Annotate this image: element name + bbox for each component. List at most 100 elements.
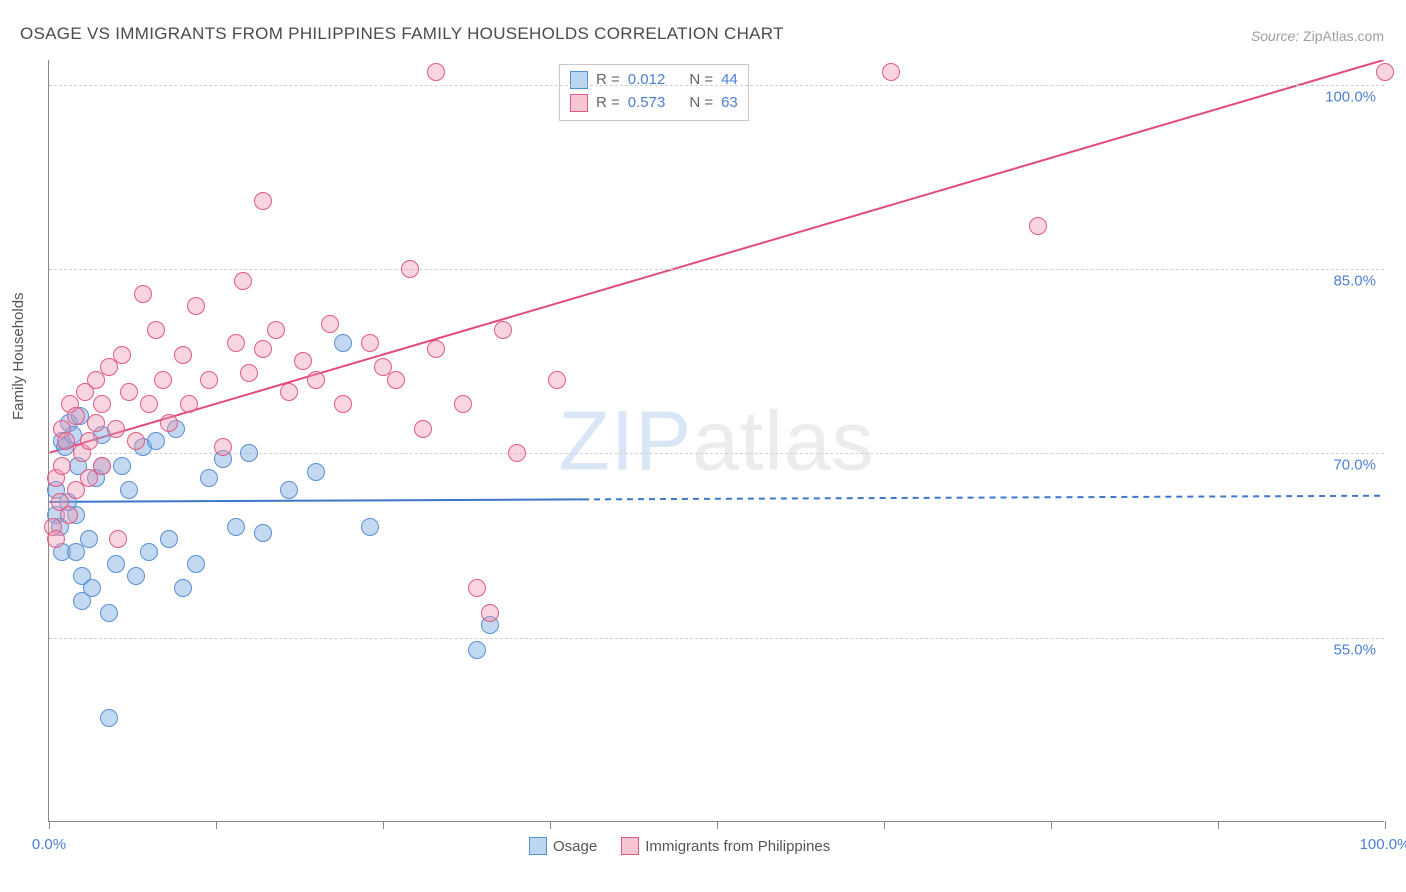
data-point bbox=[468, 579, 486, 597]
data-point bbox=[47, 530, 65, 548]
chart-title: OSAGE VS IMMIGRANTS FROM PHILIPPINES FAM… bbox=[20, 24, 784, 44]
data-point bbox=[240, 364, 258, 382]
y-tick-label: 55.0% bbox=[1333, 641, 1376, 658]
data-point bbox=[334, 334, 352, 352]
data-point bbox=[120, 383, 138, 401]
data-point bbox=[254, 340, 272, 358]
data-point bbox=[334, 395, 352, 413]
y-tick-label: 100.0% bbox=[1325, 88, 1376, 105]
data-point bbox=[174, 346, 192, 364]
osage-n-value: 44 bbox=[721, 69, 738, 92]
data-point bbox=[147, 321, 165, 339]
data-point bbox=[548, 371, 566, 389]
data-point bbox=[240, 444, 258, 462]
data-point bbox=[494, 321, 512, 339]
data-point bbox=[160, 530, 178, 548]
data-point bbox=[140, 543, 158, 561]
x-tick-label: 0.0% bbox=[32, 836, 66, 853]
data-point bbox=[280, 383, 298, 401]
data-point bbox=[321, 315, 339, 333]
legend-label-philippines: Immigrants from Philippines bbox=[645, 838, 830, 855]
data-point bbox=[307, 371, 325, 389]
data-point bbox=[93, 395, 111, 413]
data-point bbox=[67, 407, 85, 425]
data-point bbox=[361, 518, 379, 536]
data-point bbox=[57, 432, 75, 450]
data-point bbox=[120, 481, 138, 499]
gridline bbox=[49, 85, 1384, 86]
data-point bbox=[113, 346, 131, 364]
legend-label-osage: Osage bbox=[553, 838, 597, 855]
data-point bbox=[468, 641, 486, 659]
data-point bbox=[361, 334, 379, 352]
data-point bbox=[160, 414, 178, 432]
source-attribution: Source: ZipAtlas.com bbox=[1251, 28, 1384, 44]
source-value: ZipAtlas.com bbox=[1303, 28, 1384, 44]
data-point bbox=[307, 463, 325, 481]
data-point bbox=[1029, 217, 1047, 235]
regression-lines bbox=[49, 60, 1384, 821]
data-point bbox=[414, 420, 432, 438]
x-tick bbox=[717, 821, 718, 829]
chart-plot-area: ZIPatlas R = 0.012 N = 44 R = 0.573 N = … bbox=[48, 60, 1384, 822]
swatch-pink-icon bbox=[621, 837, 639, 855]
stats-legend: R = 0.012 N = 44 R = 0.573 N = 63 bbox=[559, 64, 749, 121]
data-point bbox=[100, 709, 118, 727]
x-tick bbox=[884, 821, 885, 829]
x-tick bbox=[1051, 821, 1052, 829]
data-point bbox=[60, 506, 78, 524]
data-point bbox=[107, 555, 125, 573]
source-label: Source: bbox=[1251, 28, 1299, 44]
data-point bbox=[481, 604, 499, 622]
data-point bbox=[80, 530, 98, 548]
data-point bbox=[234, 272, 252, 290]
data-point bbox=[427, 340, 445, 358]
legend-item-osage: Osage bbox=[529, 837, 597, 855]
data-point bbox=[93, 457, 111, 475]
data-point bbox=[174, 579, 192, 597]
data-point bbox=[127, 567, 145, 585]
series-legend: Osage Immigrants from Philippines bbox=[529, 837, 830, 855]
watermark-atlas: atlas bbox=[692, 393, 874, 487]
data-point bbox=[227, 518, 245, 536]
watermark: ZIPatlas bbox=[558, 392, 874, 489]
data-point bbox=[214, 438, 232, 456]
philippines-n-value: 63 bbox=[721, 92, 738, 115]
y-tick-label: 70.0% bbox=[1333, 457, 1376, 474]
y-tick-label: 85.0% bbox=[1333, 272, 1376, 289]
data-point bbox=[127, 432, 145, 450]
data-point bbox=[100, 604, 118, 622]
x-tick-label: 100.0% bbox=[1360, 836, 1406, 853]
x-tick bbox=[383, 821, 384, 829]
data-point bbox=[87, 414, 105, 432]
r-label: R = bbox=[596, 69, 620, 92]
swatch-pink-icon bbox=[570, 94, 588, 112]
data-point bbox=[454, 395, 472, 413]
data-point bbox=[280, 481, 298, 499]
data-point bbox=[80, 432, 98, 450]
data-point bbox=[147, 432, 165, 450]
data-point bbox=[187, 297, 205, 315]
data-point bbox=[401, 260, 419, 278]
data-point bbox=[53, 457, 71, 475]
data-point bbox=[107, 420, 125, 438]
data-point bbox=[427, 63, 445, 81]
gridline bbox=[49, 638, 1384, 639]
y-axis-label: Family Households bbox=[10, 292, 27, 420]
x-tick bbox=[49, 821, 50, 829]
data-point bbox=[267, 321, 285, 339]
data-point bbox=[187, 555, 205, 573]
data-point bbox=[508, 444, 526, 462]
data-point bbox=[387, 371, 405, 389]
philippines-r-value: 0.573 bbox=[628, 92, 666, 115]
gridline bbox=[49, 269, 1384, 270]
n-label: N = bbox=[689, 92, 713, 115]
swatch-blue-icon bbox=[570, 71, 588, 89]
data-point bbox=[200, 469, 218, 487]
data-point bbox=[254, 524, 272, 542]
data-point bbox=[254, 192, 272, 210]
x-tick bbox=[216, 821, 217, 829]
data-point bbox=[200, 371, 218, 389]
x-tick bbox=[1218, 821, 1219, 829]
data-point bbox=[294, 352, 312, 370]
